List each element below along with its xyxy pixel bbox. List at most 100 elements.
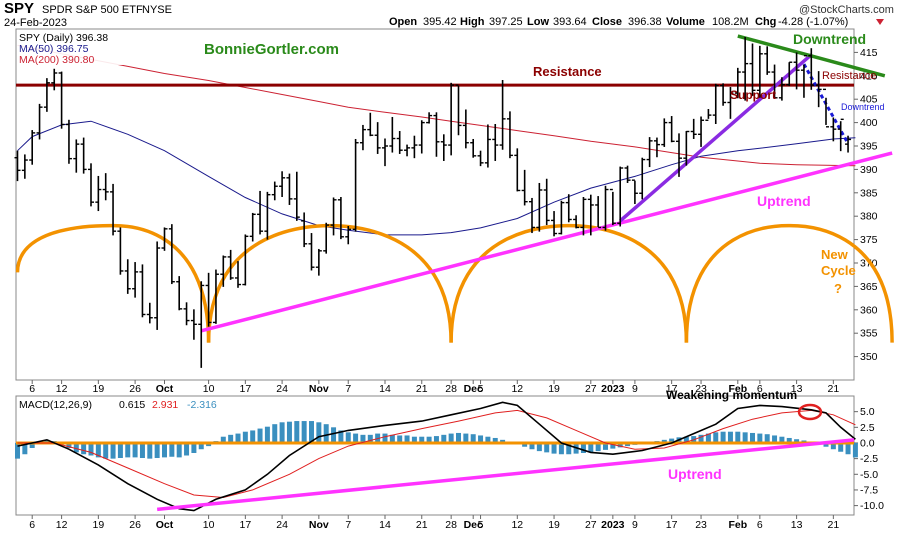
histogram-bar <box>852 442 858 458</box>
price-bar <box>330 197 337 236</box>
price-bar <box>815 71 822 108</box>
symbol-title: SPY <box>4 0 34 17</box>
histogram-bar <box>323 424 329 443</box>
histogram-bar <box>397 435 403 443</box>
price-bar <box>830 117 837 142</box>
histogram-bar <box>338 430 344 443</box>
watermark: BonnieGortler.com <box>204 41 339 58</box>
price-bar <box>279 171 286 198</box>
price-bar <box>345 226 352 245</box>
macd-x-tick-label: 9 <box>632 519 638 531</box>
price-bar <box>462 109 469 149</box>
macd-x-tick-label: 23 <box>695 519 707 531</box>
macd-y-tick-label: -7.5 <box>860 484 878 496</box>
price-bar <box>800 54 807 98</box>
price-bar <box>771 64 778 99</box>
price-x-tick-label: 9 <box>632 383 638 395</box>
histogram-bar <box>742 432 748 443</box>
price-bar <box>359 124 366 151</box>
histogram-bar <box>257 428 263 443</box>
macd-x-tick-label: 17 <box>240 519 252 531</box>
price-x-tick-label: 12 <box>511 383 523 395</box>
price-bar <box>88 163 94 207</box>
price-bar <box>609 188 616 226</box>
histogram-bar <box>198 442 204 450</box>
price-bar <box>382 138 388 167</box>
histogram-bar <box>830 442 836 450</box>
price-bar <box>235 261 241 288</box>
price-bar <box>683 130 690 166</box>
histogram-bar <box>117 442 123 459</box>
price-x-tick-label: 10 <box>203 383 215 395</box>
histogram-bar <box>470 434 476 443</box>
price-y-tick-label: 360 <box>860 304 878 316</box>
histogram-bar <box>81 442 87 455</box>
price-bar <box>690 118 697 139</box>
histogram-bar <box>794 439 800 443</box>
price-bar <box>58 71 65 129</box>
macd-y-tick-label: -2.5 <box>860 453 878 465</box>
histogram-bar <box>764 434 770 443</box>
histogram-bar <box>73 442 79 453</box>
histogram-bar <box>727 431 733 443</box>
price-y-tick-label: 375 <box>860 234 878 246</box>
price-bar <box>499 80 506 150</box>
price-bar <box>117 227 124 275</box>
price-bar <box>337 197 344 240</box>
price-x-tick-label: 27 <box>585 383 597 395</box>
price-bar <box>617 166 624 227</box>
macd-uptrend-line <box>156 438 855 512</box>
histogram-bar <box>191 442 197 453</box>
macd-x-tick-label: 2023 <box>601 519 625 531</box>
macd-x-tick-label: 10 <box>203 519 215 531</box>
price-bar <box>323 222 330 254</box>
price-bar <box>661 118 668 147</box>
histogram-bar <box>15 442 20 459</box>
histogram-bar <box>419 436 425 443</box>
price-bar <box>308 233 315 271</box>
chart-header: SPY SPDR S&P 500 ETF NYSE 24-Feb-2023 @S… <box>4 0 894 29</box>
histogram-bar <box>301 421 307 443</box>
price-x-tick-label: 28 <box>445 383 457 395</box>
price-bar <box>705 109 712 121</box>
macd-y-tick-label: 2.5 <box>860 422 875 434</box>
histogram-bar <box>162 442 167 458</box>
macd-x-tick-label: 26 <box>129 519 141 531</box>
price-x-tick-label: 14 <box>379 383 391 395</box>
downtrend-label-small: Downtrend <box>841 102 885 112</box>
histogram-bar <box>353 433 359 443</box>
macd-x-tick-label: 14 <box>379 519 391 531</box>
histogram-bar <box>389 434 395 443</box>
histogram-bar <box>448 433 454 443</box>
histogram-bar <box>294 421 300 443</box>
macd-x-tick-label: 6 <box>757 519 763 531</box>
price-bar <box>653 137 660 158</box>
price-bar <box>602 185 609 231</box>
price-bar <box>190 309 197 340</box>
histogram-bar <box>411 436 417 443</box>
price-bar <box>676 133 682 177</box>
histogram-bar <box>169 442 175 457</box>
histogram-bar <box>404 435 410 443</box>
price-bar <box>271 181 278 201</box>
price-bar <box>749 43 756 96</box>
price-bar <box>492 124 499 161</box>
histogram-bar <box>220 436 226 443</box>
macd-y-axis: 5.0 2.5 0.0 -2.5 -5.0 -7.5 -10.0 <box>854 406 884 512</box>
price-x-tick-label: 23 <box>695 383 707 395</box>
price-bar <box>624 165 631 183</box>
exchange-label: NYSE <box>142 4 172 16</box>
histogram-bar <box>580 442 586 453</box>
resistance-label-right: Resistance <box>822 70 876 82</box>
histogram-bar <box>426 436 432 443</box>
price-bar <box>110 183 117 236</box>
price-bar <box>176 276 183 311</box>
price-bar <box>29 130 36 165</box>
price-bar <box>727 87 734 119</box>
price-bar <box>396 131 403 154</box>
price-bar <box>212 269 219 324</box>
price-bar <box>257 190 264 235</box>
price-bar <box>146 302 153 324</box>
macd-x-tick-label: 12 <box>56 519 68 531</box>
